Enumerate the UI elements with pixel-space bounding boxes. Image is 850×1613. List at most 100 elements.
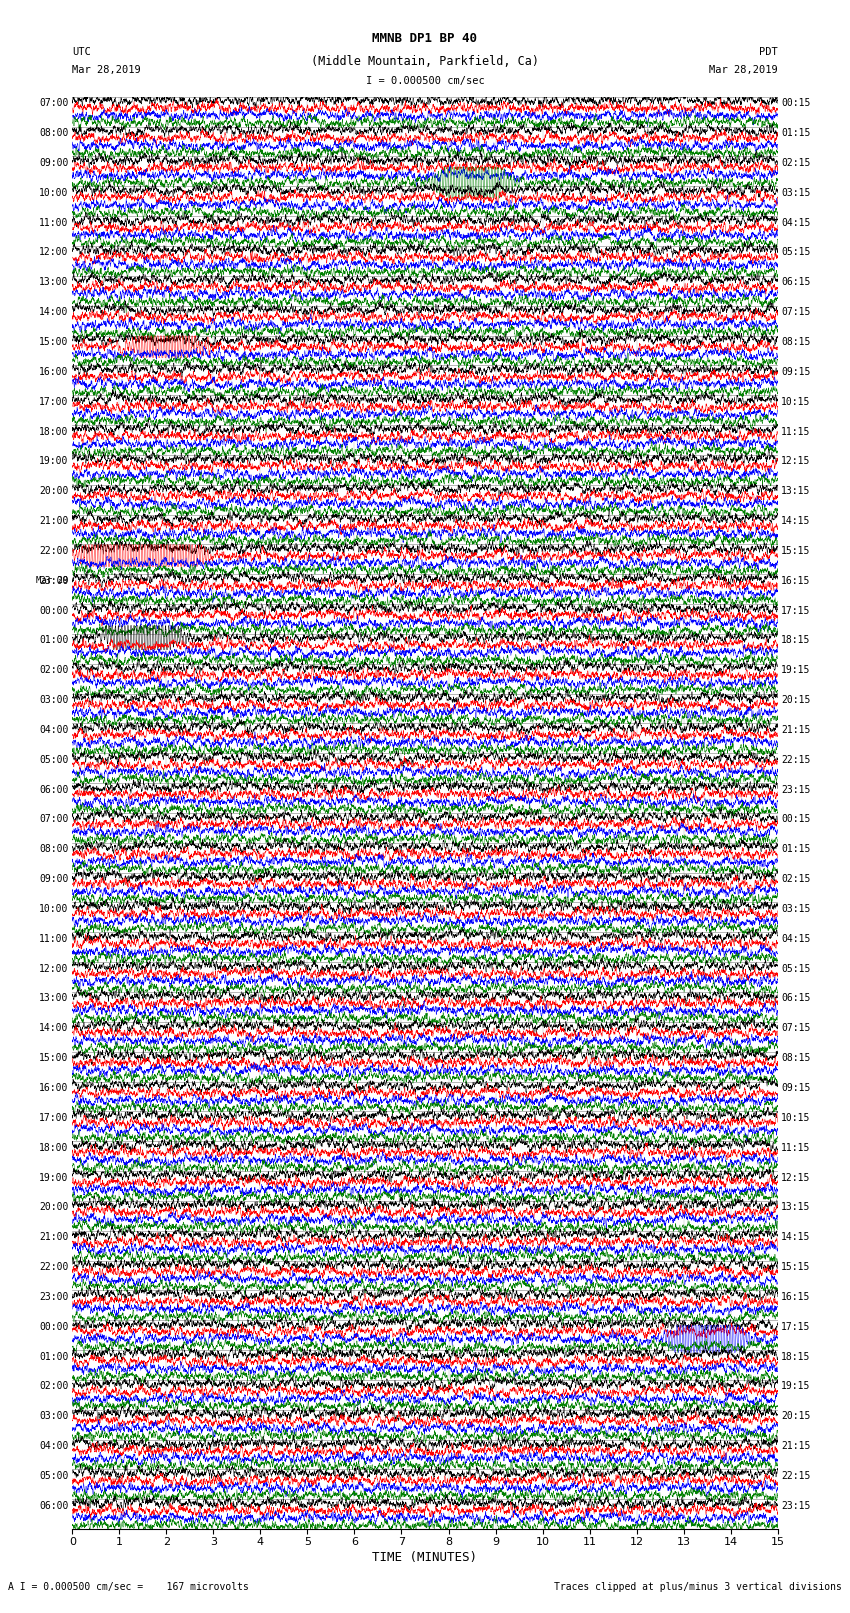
Text: 10:15: 10:15 — [781, 1113, 811, 1123]
Text: 06:00: 06:00 — [39, 784, 69, 795]
Text: 03:15: 03:15 — [781, 187, 811, 198]
Text: 04:15: 04:15 — [781, 934, 811, 944]
Text: 11:15: 11:15 — [781, 426, 811, 437]
Text: 08:00: 08:00 — [39, 127, 69, 139]
Text: 01:15: 01:15 — [781, 844, 811, 855]
Text: 10:00: 10:00 — [39, 903, 69, 915]
Text: 16:15: 16:15 — [781, 576, 811, 586]
Text: 11:15: 11:15 — [781, 1142, 811, 1153]
Text: 07:00: 07:00 — [39, 815, 69, 824]
Text: 04:00: 04:00 — [39, 724, 69, 736]
Text: 22:15: 22:15 — [781, 1471, 811, 1481]
Text: 13:15: 13:15 — [781, 1202, 811, 1213]
Text: Mar 28,2019: Mar 28,2019 — [72, 65, 141, 74]
Text: Mar 28,2019: Mar 28,2019 — [709, 65, 778, 74]
Text: 18:15: 18:15 — [781, 636, 811, 645]
Text: A I = 0.000500 cm/sec =    167 microvolts: A I = 0.000500 cm/sec = 167 microvolts — [8, 1582, 249, 1592]
Text: 12:15: 12:15 — [781, 456, 811, 466]
Text: Mar 29: Mar 29 — [37, 576, 69, 586]
Text: 08:00: 08:00 — [39, 844, 69, 855]
Text: 08:15: 08:15 — [781, 1053, 811, 1063]
Text: 04:15: 04:15 — [781, 218, 811, 227]
Text: 11:00: 11:00 — [39, 218, 69, 227]
Text: 16:15: 16:15 — [781, 1292, 811, 1302]
Text: 09:00: 09:00 — [39, 874, 69, 884]
Text: 14:15: 14:15 — [781, 516, 811, 526]
Text: 12:15: 12:15 — [781, 1173, 811, 1182]
Text: 06:00: 06:00 — [39, 1500, 69, 1511]
Text: 21:00: 21:00 — [39, 1232, 69, 1242]
Text: UTC: UTC — [72, 47, 91, 56]
Text: 18:00: 18:00 — [39, 1142, 69, 1153]
Text: 10:15: 10:15 — [781, 397, 811, 406]
Text: 13:00: 13:00 — [39, 994, 69, 1003]
Text: 21:15: 21:15 — [781, 1440, 811, 1452]
Text: 02:15: 02:15 — [781, 874, 811, 884]
Text: 07:00: 07:00 — [39, 98, 69, 108]
Text: 08:15: 08:15 — [781, 337, 811, 347]
Text: 05:00: 05:00 — [39, 1471, 69, 1481]
Text: I = 0.000500 cm/sec: I = 0.000500 cm/sec — [366, 76, 484, 85]
Text: 01:00: 01:00 — [39, 636, 69, 645]
Text: 11:00: 11:00 — [39, 934, 69, 944]
Text: (Middle Mountain, Parkfield, Ca): (Middle Mountain, Parkfield, Ca) — [311, 55, 539, 68]
Text: 23:15: 23:15 — [781, 1500, 811, 1511]
Text: 05:15: 05:15 — [781, 247, 811, 258]
Text: 01:00: 01:00 — [39, 1352, 69, 1361]
Text: 17:15: 17:15 — [781, 605, 811, 616]
Text: 07:15: 07:15 — [781, 1023, 811, 1034]
Text: 04:00: 04:00 — [39, 1440, 69, 1452]
Text: 09:00: 09:00 — [39, 158, 69, 168]
Text: 14:00: 14:00 — [39, 1023, 69, 1034]
Text: 09:15: 09:15 — [781, 366, 811, 377]
Text: 17:00: 17:00 — [39, 397, 69, 406]
Text: 17:15: 17:15 — [781, 1321, 811, 1332]
Text: 20:15: 20:15 — [781, 1411, 811, 1421]
Text: 22:15: 22:15 — [781, 755, 811, 765]
Text: 15:00: 15:00 — [39, 1053, 69, 1063]
Text: Traces clipped at plus/minus 3 vertical divisions: Traces clipped at plus/minus 3 vertical … — [553, 1582, 842, 1592]
Text: 07:15: 07:15 — [781, 306, 811, 318]
Text: 03:00: 03:00 — [39, 695, 69, 705]
Text: 05:00: 05:00 — [39, 755, 69, 765]
Text: 02:15: 02:15 — [781, 158, 811, 168]
Text: MMNB DP1 BP 40: MMNB DP1 BP 40 — [372, 32, 478, 45]
Text: 00:00: 00:00 — [39, 1321, 69, 1332]
Text: 21:15: 21:15 — [781, 724, 811, 736]
Text: 06:15: 06:15 — [781, 994, 811, 1003]
Text: 18:00: 18:00 — [39, 426, 69, 437]
Text: 02:00: 02:00 — [39, 665, 69, 676]
Text: 02:00: 02:00 — [39, 1381, 69, 1392]
Text: 15:15: 15:15 — [781, 545, 811, 556]
Text: 10:00: 10:00 — [39, 187, 69, 198]
Text: 06:15: 06:15 — [781, 277, 811, 287]
Text: 19:00: 19:00 — [39, 1173, 69, 1182]
Text: 12:00: 12:00 — [39, 247, 69, 258]
Text: 19:00: 19:00 — [39, 456, 69, 466]
Text: 23:00: 23:00 — [39, 1292, 69, 1302]
Text: 13:00: 13:00 — [39, 277, 69, 287]
Text: 23:00: 23:00 — [39, 576, 69, 586]
Text: 01:15: 01:15 — [781, 127, 811, 139]
Text: 00:15: 00:15 — [781, 98, 811, 108]
Text: 16:00: 16:00 — [39, 366, 69, 377]
Text: 19:15: 19:15 — [781, 665, 811, 676]
Text: 22:00: 22:00 — [39, 1261, 69, 1273]
Text: 03:15: 03:15 — [781, 903, 811, 915]
Text: 20:00: 20:00 — [39, 486, 69, 497]
Text: 05:15: 05:15 — [781, 963, 811, 974]
Text: 21:00: 21:00 — [39, 516, 69, 526]
Text: 14:00: 14:00 — [39, 306, 69, 318]
Text: 16:00: 16:00 — [39, 1082, 69, 1094]
Text: 09:15: 09:15 — [781, 1082, 811, 1094]
Text: 20:00: 20:00 — [39, 1202, 69, 1213]
Text: 12:00: 12:00 — [39, 963, 69, 974]
X-axis label: TIME (MINUTES): TIME (MINUTES) — [372, 1552, 478, 1565]
Text: 15:15: 15:15 — [781, 1261, 811, 1273]
Text: 03:00: 03:00 — [39, 1411, 69, 1421]
Text: 14:15: 14:15 — [781, 1232, 811, 1242]
Text: 23:15: 23:15 — [781, 784, 811, 795]
Text: PDT: PDT — [759, 47, 778, 56]
Text: 15:00: 15:00 — [39, 337, 69, 347]
Text: 22:00: 22:00 — [39, 545, 69, 556]
